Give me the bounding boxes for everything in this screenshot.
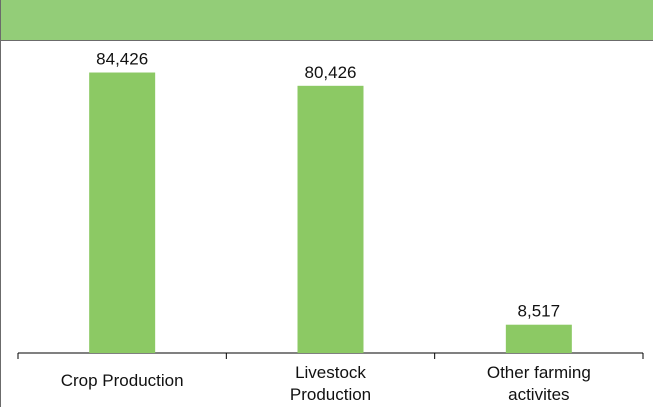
- bar-value-label: 8,517: [518, 302, 561, 321]
- x-tick-label: Other farming: [487, 363, 591, 382]
- bar: [297, 85, 364, 354]
- x-tick-label: Livestock: [295, 363, 366, 382]
- bar: [505, 324, 572, 353]
- x-tick-label: Crop Production: [61, 371, 184, 390]
- header-band: [1, 0, 653, 41]
- x-tick-label: Production: [290, 385, 371, 404]
- bar-value-label: 80,426: [305, 63, 357, 82]
- bar-value-label: 84,426: [96, 50, 148, 69]
- x-tick-label: activites: [508, 385, 569, 404]
- bar: [89, 72, 156, 353]
